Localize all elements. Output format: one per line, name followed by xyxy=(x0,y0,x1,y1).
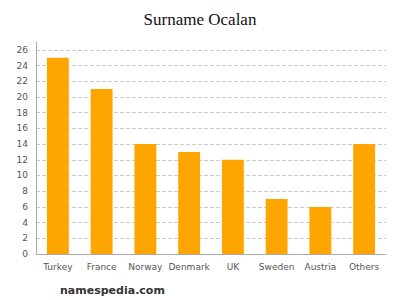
svg-text:Denmark: Denmark xyxy=(168,262,210,272)
svg-text:Turkey: Turkey xyxy=(42,262,73,272)
svg-text:18: 18 xyxy=(17,108,29,118)
svg-text:12: 12 xyxy=(17,155,28,165)
svg-text:22: 22 xyxy=(17,76,28,86)
svg-text:16: 16 xyxy=(17,123,29,133)
svg-text:Others: Others xyxy=(349,262,380,272)
svg-text:namespedia.com: namespedia.com xyxy=(60,284,165,297)
svg-text:UK: UK xyxy=(227,262,241,272)
svg-text:Sweden: Sweden xyxy=(259,262,295,272)
svg-text:8: 8 xyxy=(22,186,28,196)
svg-text:0: 0 xyxy=(22,249,28,259)
svg-text:20: 20 xyxy=(17,92,29,102)
svg-text:Surname Ocalan: Surname Ocalan xyxy=(144,10,257,29)
svg-text:Norway: Norway xyxy=(128,262,163,272)
svg-text:14: 14 xyxy=(17,139,29,149)
svg-text:6: 6 xyxy=(22,202,28,212)
svg-text:2: 2 xyxy=(22,233,28,243)
svg-text:Austria: Austria xyxy=(304,262,336,272)
svg-text:26: 26 xyxy=(17,45,29,55)
svg-text:24: 24 xyxy=(17,61,29,71)
svg-text:4: 4 xyxy=(22,218,28,228)
svg-text:France: France xyxy=(87,262,117,272)
svg-text:10: 10 xyxy=(17,170,29,180)
